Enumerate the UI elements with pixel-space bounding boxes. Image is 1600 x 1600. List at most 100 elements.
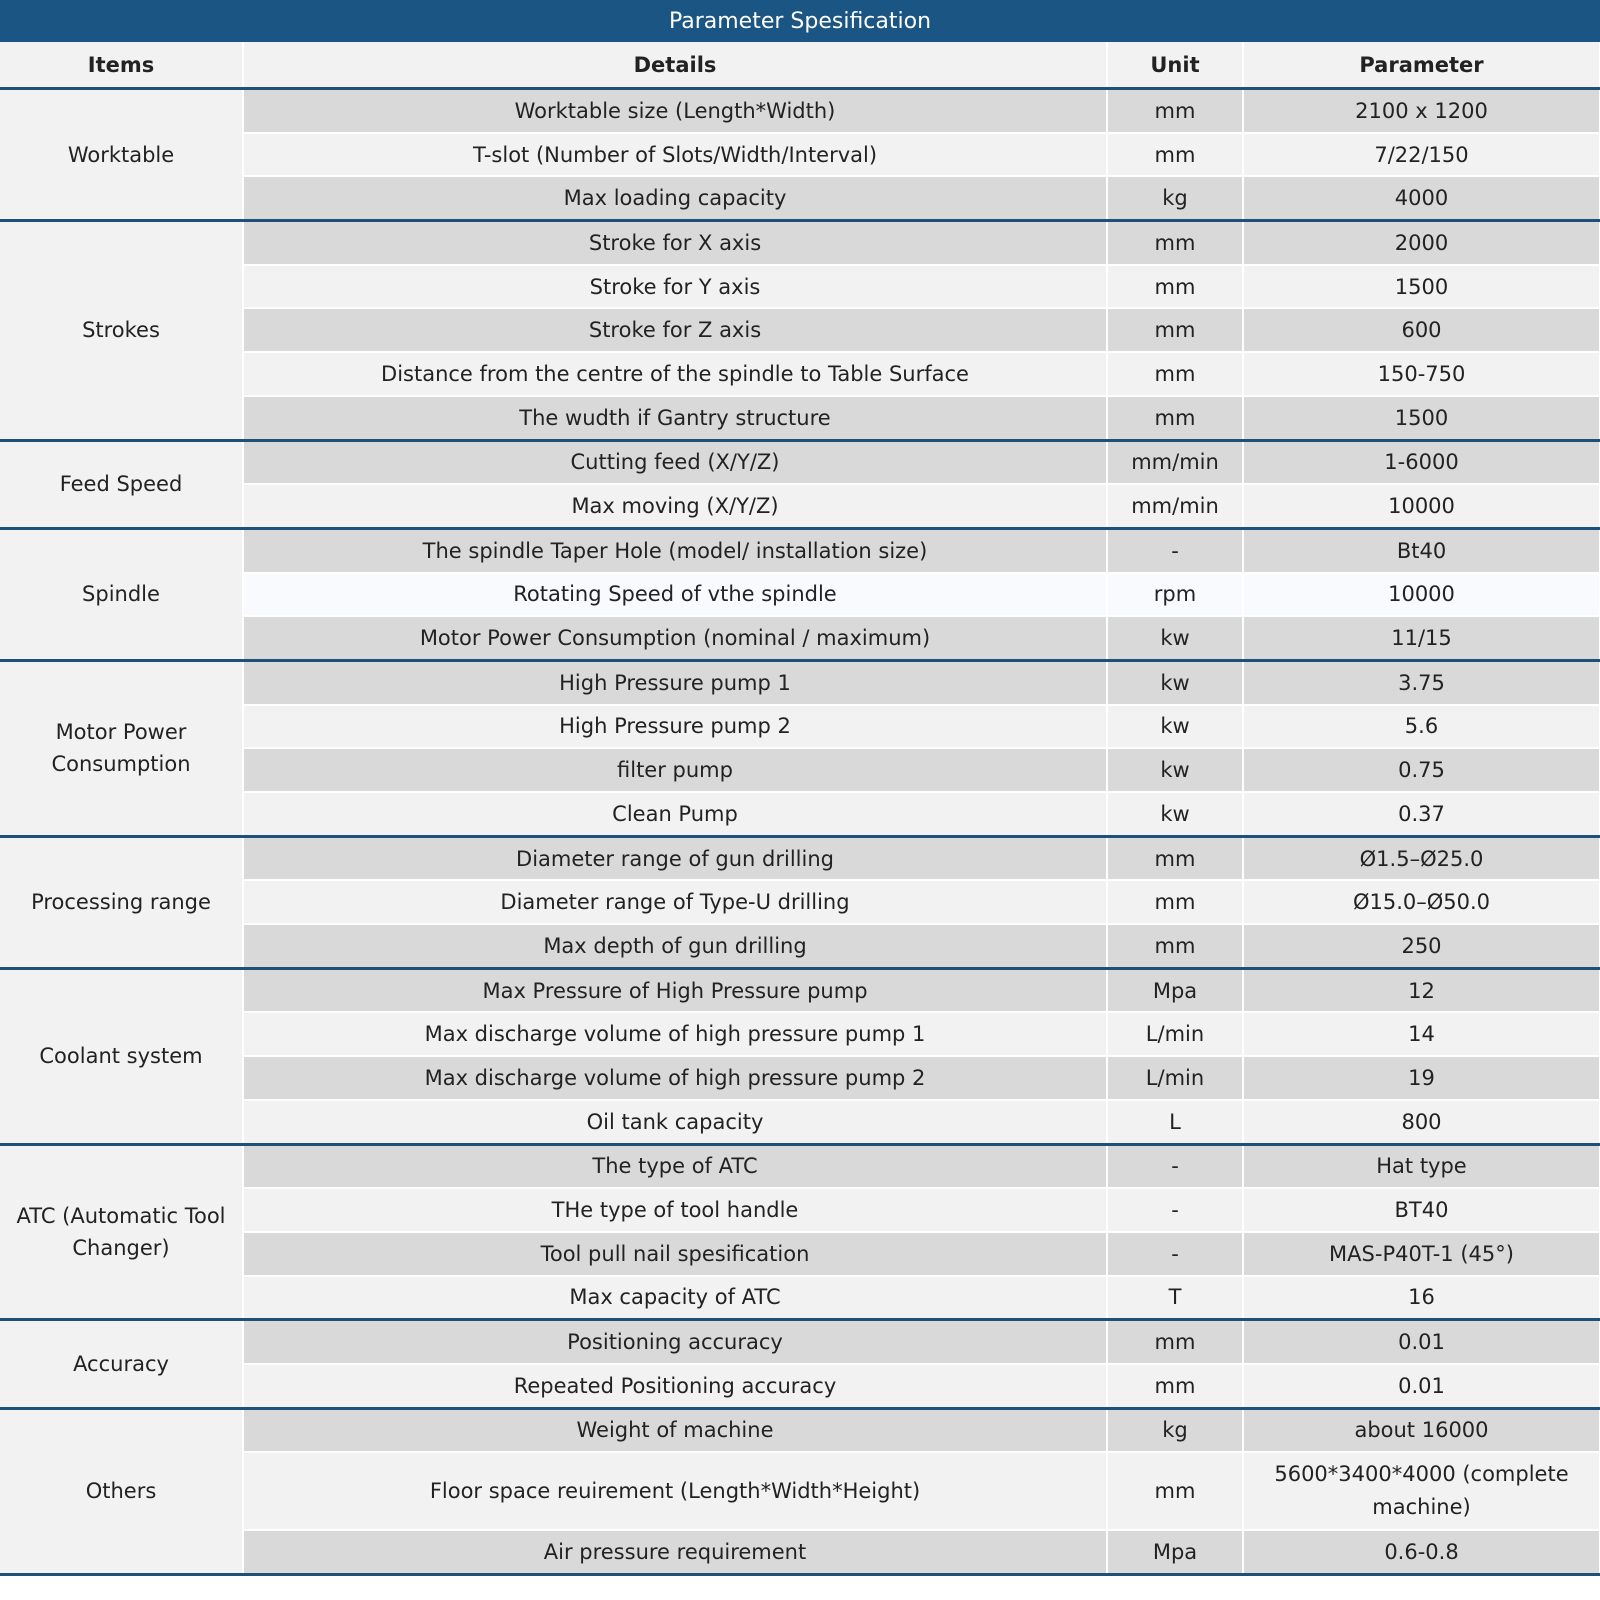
parameter-cell: 1500	[1243, 395, 1600, 442]
parameter-cell: 10000	[1243, 484, 1600, 530]
parameter-cell: 0.01	[1243, 1363, 1600, 1410]
unit-cell: mm	[1107, 264, 1244, 310]
details-cell: T-slot (Number of Slots/Width/Interval)	[243, 132, 1108, 178]
details-cell: Max moving (X/Y/Z)	[243, 484, 1108, 530]
parameter-cell: 11/15	[1243, 616, 1600, 662]
parameter-cell: 2100 x 1200	[1243, 88, 1600, 134]
table-row: Strokes Stroke for X axis mm 2000	[0, 220, 1600, 442]
parameter-cell: 4000	[1243, 176, 1600, 223]
parameter-cell: 0.6-0.8	[1243, 1530, 1600, 1577]
parameter-cell: 1-6000	[1243, 440, 1600, 486]
unit-cell: mm	[1107, 836, 1244, 882]
item-group-label: Accuracy	[0, 1319, 244, 1410]
parameter-cell: 16	[1243, 1275, 1600, 1322]
details-cell: Floor space reuirement (Length*Width*Hei…	[243, 1452, 1108, 1532]
unit-cell: kw	[1107, 748, 1244, 793]
details-cell: Motor Power Consumption (nominal / maxim…	[243, 616, 1108, 662]
unit-cell: mm	[1107, 308, 1244, 354]
unit-cell: -	[1107, 1144, 1244, 1190]
details-cell: High Pressure pump 1	[243, 660, 1108, 706]
parameter-cell: 7/22/150	[1243, 132, 1600, 178]
details-cell: Tool pull nail spesification	[243, 1231, 1108, 1277]
parameter-cell: Ø15.0–Ø50.0	[1243, 880, 1600, 926]
parameter-cell: 0.01	[1243, 1319, 1600, 1365]
unit-cell: mm	[1107, 220, 1244, 266]
table-row: Air pressure requirement Mpa 0.6-0.8	[0, 1530, 1600, 1577]
parameter-cell: 14	[1243, 1012, 1600, 1058]
item-group-label: Others	[0, 1408, 244, 1577]
table-row: Spindle The spindle Taper Hole (model/ in…	[0, 528, 1600, 662]
details-cell: filter pump	[243, 748, 1108, 793]
parameter-cell: BT40	[1243, 1188, 1600, 1233]
table-row: Accuracy Positioning accuracy mm 0.01	[0, 1319, 1600, 1410]
table-row: High Pressure pump 2 kw 5.6	[0, 704, 1600, 750]
unit-cell: -	[1107, 1188, 1244, 1233]
header-items: Items	[0, 42, 244, 90]
parameter-cell: 12	[1243, 968, 1600, 1014]
unit-cell: -	[1107, 528, 1244, 574]
item-group-label: Strokes	[0, 220, 244, 442]
table-row: Max capacity of ATC T 16	[0, 1275, 1600, 1322]
table-row: THe type of tool handle - BT40	[0, 1188, 1600, 1233]
details-cell: THe type of tool handle	[243, 1188, 1108, 1233]
parameter-cell: 0.75	[1243, 748, 1600, 793]
unit-cell: kg	[1107, 176, 1244, 223]
unit-cell: mm	[1107, 132, 1244, 178]
unit-cell: -	[1107, 1231, 1244, 1277]
table-row: Repeated Positioning accuracy mm 0.01	[0, 1363, 1600, 1410]
details-cell: Max discharge volume of high pressure pu…	[243, 1012, 1108, 1058]
parameter-cell: 600	[1243, 308, 1600, 354]
parameter-cell: 150-750	[1243, 352, 1600, 397]
table-row: Diameter range of Type-U drilling mm Ø15.0…	[0, 880, 1600, 926]
details-cell: Max capacity of ATC	[243, 1275, 1108, 1322]
parameter-cell: 2000	[1243, 220, 1600, 266]
table-row: Tool pull nail spesification - MAS-P40T-1 …	[0, 1231, 1600, 1277]
unit-cell: mm	[1107, 395, 1244, 442]
table-row: Rotating Speed of vthe spindle rpm 10000	[0, 572, 1600, 618]
parameter-cell: Ø1.5–Ø25.0	[1243, 836, 1600, 882]
table-body: Worktable Worktable size (Length*Width) mm…	[0, 88, 1600, 1577]
parameter-cell: 250	[1243, 924, 1600, 970]
parameter-cell: 19	[1243, 1056, 1600, 1101]
table-row: filter pump kw 0.75	[0, 748, 1600, 793]
header-row: Items Details Unit Parameter	[0, 42, 1600, 90]
table-row: Max depth of gun drilling mm 250	[0, 924, 1600, 970]
unit-cell: mm	[1107, 1452, 1244, 1532]
details-cell: Diameter range of Type-U drilling	[243, 880, 1108, 926]
unit-cell: T	[1107, 1275, 1244, 1322]
table-row: Oil tank capacity L 800	[0, 1099, 1600, 1146]
item-group-label: Motor Power Consumption	[0, 660, 244, 838]
unit-cell: rpm	[1107, 572, 1244, 618]
table-row: Max loading capacity kg 4000	[0, 176, 1600, 223]
item-group-label: ATC (Automatic Tool Changer)	[0, 1144, 244, 1322]
header-unit: Unit	[1107, 42, 1244, 90]
table-row: Coolant system Max Pressure of High Press…	[0, 968, 1600, 1146]
table-row: T-slot (Number of Slots/Width/Interval) m…	[0, 132, 1600, 178]
unit-cell: mm	[1107, 880, 1244, 926]
details-cell: Repeated Positioning accuracy	[243, 1363, 1108, 1410]
unit-cell: Mpa	[1107, 968, 1244, 1014]
unit-cell: kw	[1107, 616, 1244, 662]
table-row: Motor Power Consumption (nominal / maxim…	[0, 616, 1600, 662]
table-row: Others Weight of machine kg about 16000	[0, 1408, 1600, 1577]
details-cell: Max depth of gun drilling	[243, 924, 1108, 970]
header-parameter: Parameter	[1243, 42, 1600, 90]
details-cell: Worktable size (Length*Width)	[243, 88, 1108, 134]
parameter-cell: 5.6	[1243, 704, 1600, 750]
parameter-cell: Bt40	[1243, 528, 1600, 574]
details-cell: Max Pressure of High Pressure pump	[243, 968, 1108, 1014]
parameter-cell: about 16000	[1243, 1408, 1600, 1454]
unit-cell: mm	[1107, 1319, 1244, 1365]
parameter-cell: Hat type	[1243, 1144, 1600, 1190]
details-cell: Rotating Speed of vthe spindle	[243, 572, 1108, 618]
header-details: Details	[243, 42, 1108, 90]
details-cell: Distance from the centre of the spindle …	[243, 352, 1108, 397]
table-row: Clean Pump kw 0.37	[0, 792, 1600, 838]
parameter-cell: 1500	[1243, 264, 1600, 310]
unit-cell: Mpa	[1107, 1530, 1244, 1577]
table-row: Processing range Diameter range of gun dr…	[0, 836, 1600, 970]
unit-cell: mm/min	[1107, 440, 1244, 486]
table-row: Max moving (X/Y/Z) mm/min 10000	[0, 484, 1600, 530]
unit-cell: mm	[1107, 352, 1244, 397]
